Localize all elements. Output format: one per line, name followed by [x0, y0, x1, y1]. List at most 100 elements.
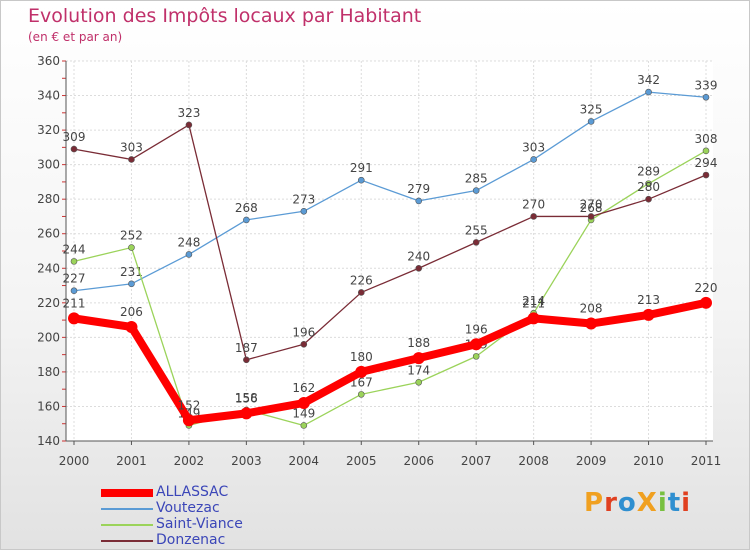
- x-tick-label: 2007: [461, 454, 492, 468]
- y-tick-label: 180: [37, 365, 60, 379]
- data-point-donzenac: [530, 213, 537, 220]
- x-tick-label: 2008: [518, 454, 549, 468]
- data-label-voutezac: 248: [177, 235, 200, 249]
- data-label-allassac: 211: [63, 296, 86, 310]
- logo-letter: i: [657, 488, 668, 518]
- data-point-allassac: [182, 414, 195, 427]
- data-point-allassac: [642, 308, 655, 321]
- proxiti-logo: ProXiti: [584, 488, 691, 518]
- series-line-donzenac: [73, 124, 707, 361]
- y-tick-label: 300: [37, 158, 60, 172]
- data-label-voutezac: 227: [63, 272, 86, 286]
- x-tick-label: 2000: [59, 454, 90, 468]
- data-point-donzenac: [472, 239, 480, 246]
- data-label-saint-viance: 289: [637, 165, 660, 179]
- data-label-saint-viance: 308: [695, 132, 718, 146]
- data-label-saint-viance: 268: [580, 201, 603, 215]
- data-point-voutezac: [243, 216, 250, 224]
- data-label-voutezac: 342: [637, 73, 660, 87]
- data-point-donzenac: [702, 171, 710, 179]
- x-tick-label: 2010: [633, 454, 664, 468]
- data-point-allassac: [297, 397, 310, 409]
- legend-swatch-voutezac: [101, 508, 153, 510]
- data-label-donzenac: 240: [407, 249, 430, 263]
- y-tick-label: 260: [37, 227, 60, 241]
- legend-swatch-donzenac: [101, 540, 153, 542]
- data-point-saint-viance: [128, 244, 135, 251]
- x-tick-label: 2005: [346, 454, 377, 468]
- data-label-donzenac: 309: [63, 130, 86, 144]
- data-point-voutezac: [357, 176, 365, 184]
- data-label-allassac: 208: [580, 302, 603, 316]
- y-tick-label: 140: [37, 434, 60, 448]
- data-point-voutezac: [70, 287, 78, 295]
- chart-title: Evolution des Impôts locaux par Habitant: [28, 5, 422, 27]
- data-point-donzenac: [357, 289, 365, 296]
- data-point-allassac: [470, 338, 483, 351]
- data-point-saint-viance: [415, 378, 423, 386]
- y-tick-label: 320: [37, 123, 60, 137]
- data-point-voutezac: [587, 118, 595, 125]
- legend-swatch-saint-viance: [101, 524, 153, 526]
- data-point-allassac: [240, 407, 253, 420]
- data-point-voutezac: [300, 207, 308, 215]
- data-point-allassac: [355, 365, 368, 378]
- series-line-allassac: [73, 298, 707, 425]
- data-label-allassac: 211: [522, 296, 545, 310]
- data-point-donzenac: [243, 356, 250, 364]
- data-point-voutezac: [128, 280, 135, 288]
- data-label-donzenac: 323: [177, 106, 200, 120]
- legend-label-saint-viance: Saint-Viance: [156, 516, 243, 532]
- data-label-saint-viance: 244: [63, 242, 86, 256]
- y-tick-label: 220: [37, 296, 60, 310]
- data-point-saint-viance: [702, 147, 710, 155]
- data-point-voutezac: [415, 197, 423, 205]
- data-label-allassac: 188: [407, 336, 430, 350]
- data-label-allassac: 196: [465, 322, 488, 336]
- y-tick-label: 160: [37, 399, 60, 413]
- data-point-donzenac: [185, 121, 193, 129]
- data-label-allassac: 180: [350, 350, 373, 364]
- data-label-voutezac: 285: [465, 172, 488, 186]
- data-point-voutezac: [185, 251, 193, 258]
- y-tick-label: 280: [37, 192, 60, 206]
- data-point-allassac: [585, 317, 598, 330]
- data-label-saint-viance: 214: [522, 294, 545, 308]
- x-tick-label: 2002: [174, 454, 205, 468]
- y-tick-label: 240: [37, 261, 60, 275]
- x-tick-label: 2009: [576, 454, 607, 468]
- data-point-saint-viance: [645, 180, 652, 187]
- data-point-allassac: [527, 312, 540, 325]
- data-point-donzenac: [415, 264, 423, 272]
- y-tick-label: 200: [37, 330, 60, 344]
- data-label-allassac: 206: [120, 305, 143, 319]
- data-label-donzenac: 270: [522, 197, 545, 211]
- series-line-voutezac: [73, 91, 707, 292]
- data-point-voutezac: [530, 156, 537, 163]
- logo-letter: X: [636, 488, 658, 518]
- data-label-donzenac: 294: [695, 156, 718, 170]
- data-label-donzenac: 196: [292, 325, 315, 339]
- logo-letter: r: [604, 488, 618, 518]
- data-label-voutezac: 273: [292, 192, 315, 206]
- data-label-saint-viance: 252: [120, 229, 143, 243]
- data-point-donzenac: [587, 213, 595, 220]
- legend-label-allassac: ALLASSAC: [156, 484, 229, 500]
- data-label-voutezac: 339: [695, 78, 718, 92]
- data-label-voutezac: 291: [350, 161, 373, 175]
- data-point-donzenac: [300, 340, 308, 348]
- data-label-donzenac: 303: [120, 140, 143, 154]
- data-label-allassac: 152: [177, 398, 200, 412]
- data-label-donzenac: 270: [580, 197, 603, 211]
- data-label-donzenac: 187: [235, 341, 258, 355]
- data-point-donzenac: [645, 195, 652, 203]
- data-label-donzenac: 280: [637, 180, 660, 194]
- data-point-saint-viance: [472, 353, 480, 360]
- data-label-voutezac: 231: [120, 265, 143, 279]
- x-tick-label: 2006: [403, 454, 434, 468]
- data-label-donzenac: 226: [350, 273, 373, 287]
- data-label-allassac: 220: [695, 281, 718, 295]
- data-label-saint-viance: 158: [235, 391, 258, 405]
